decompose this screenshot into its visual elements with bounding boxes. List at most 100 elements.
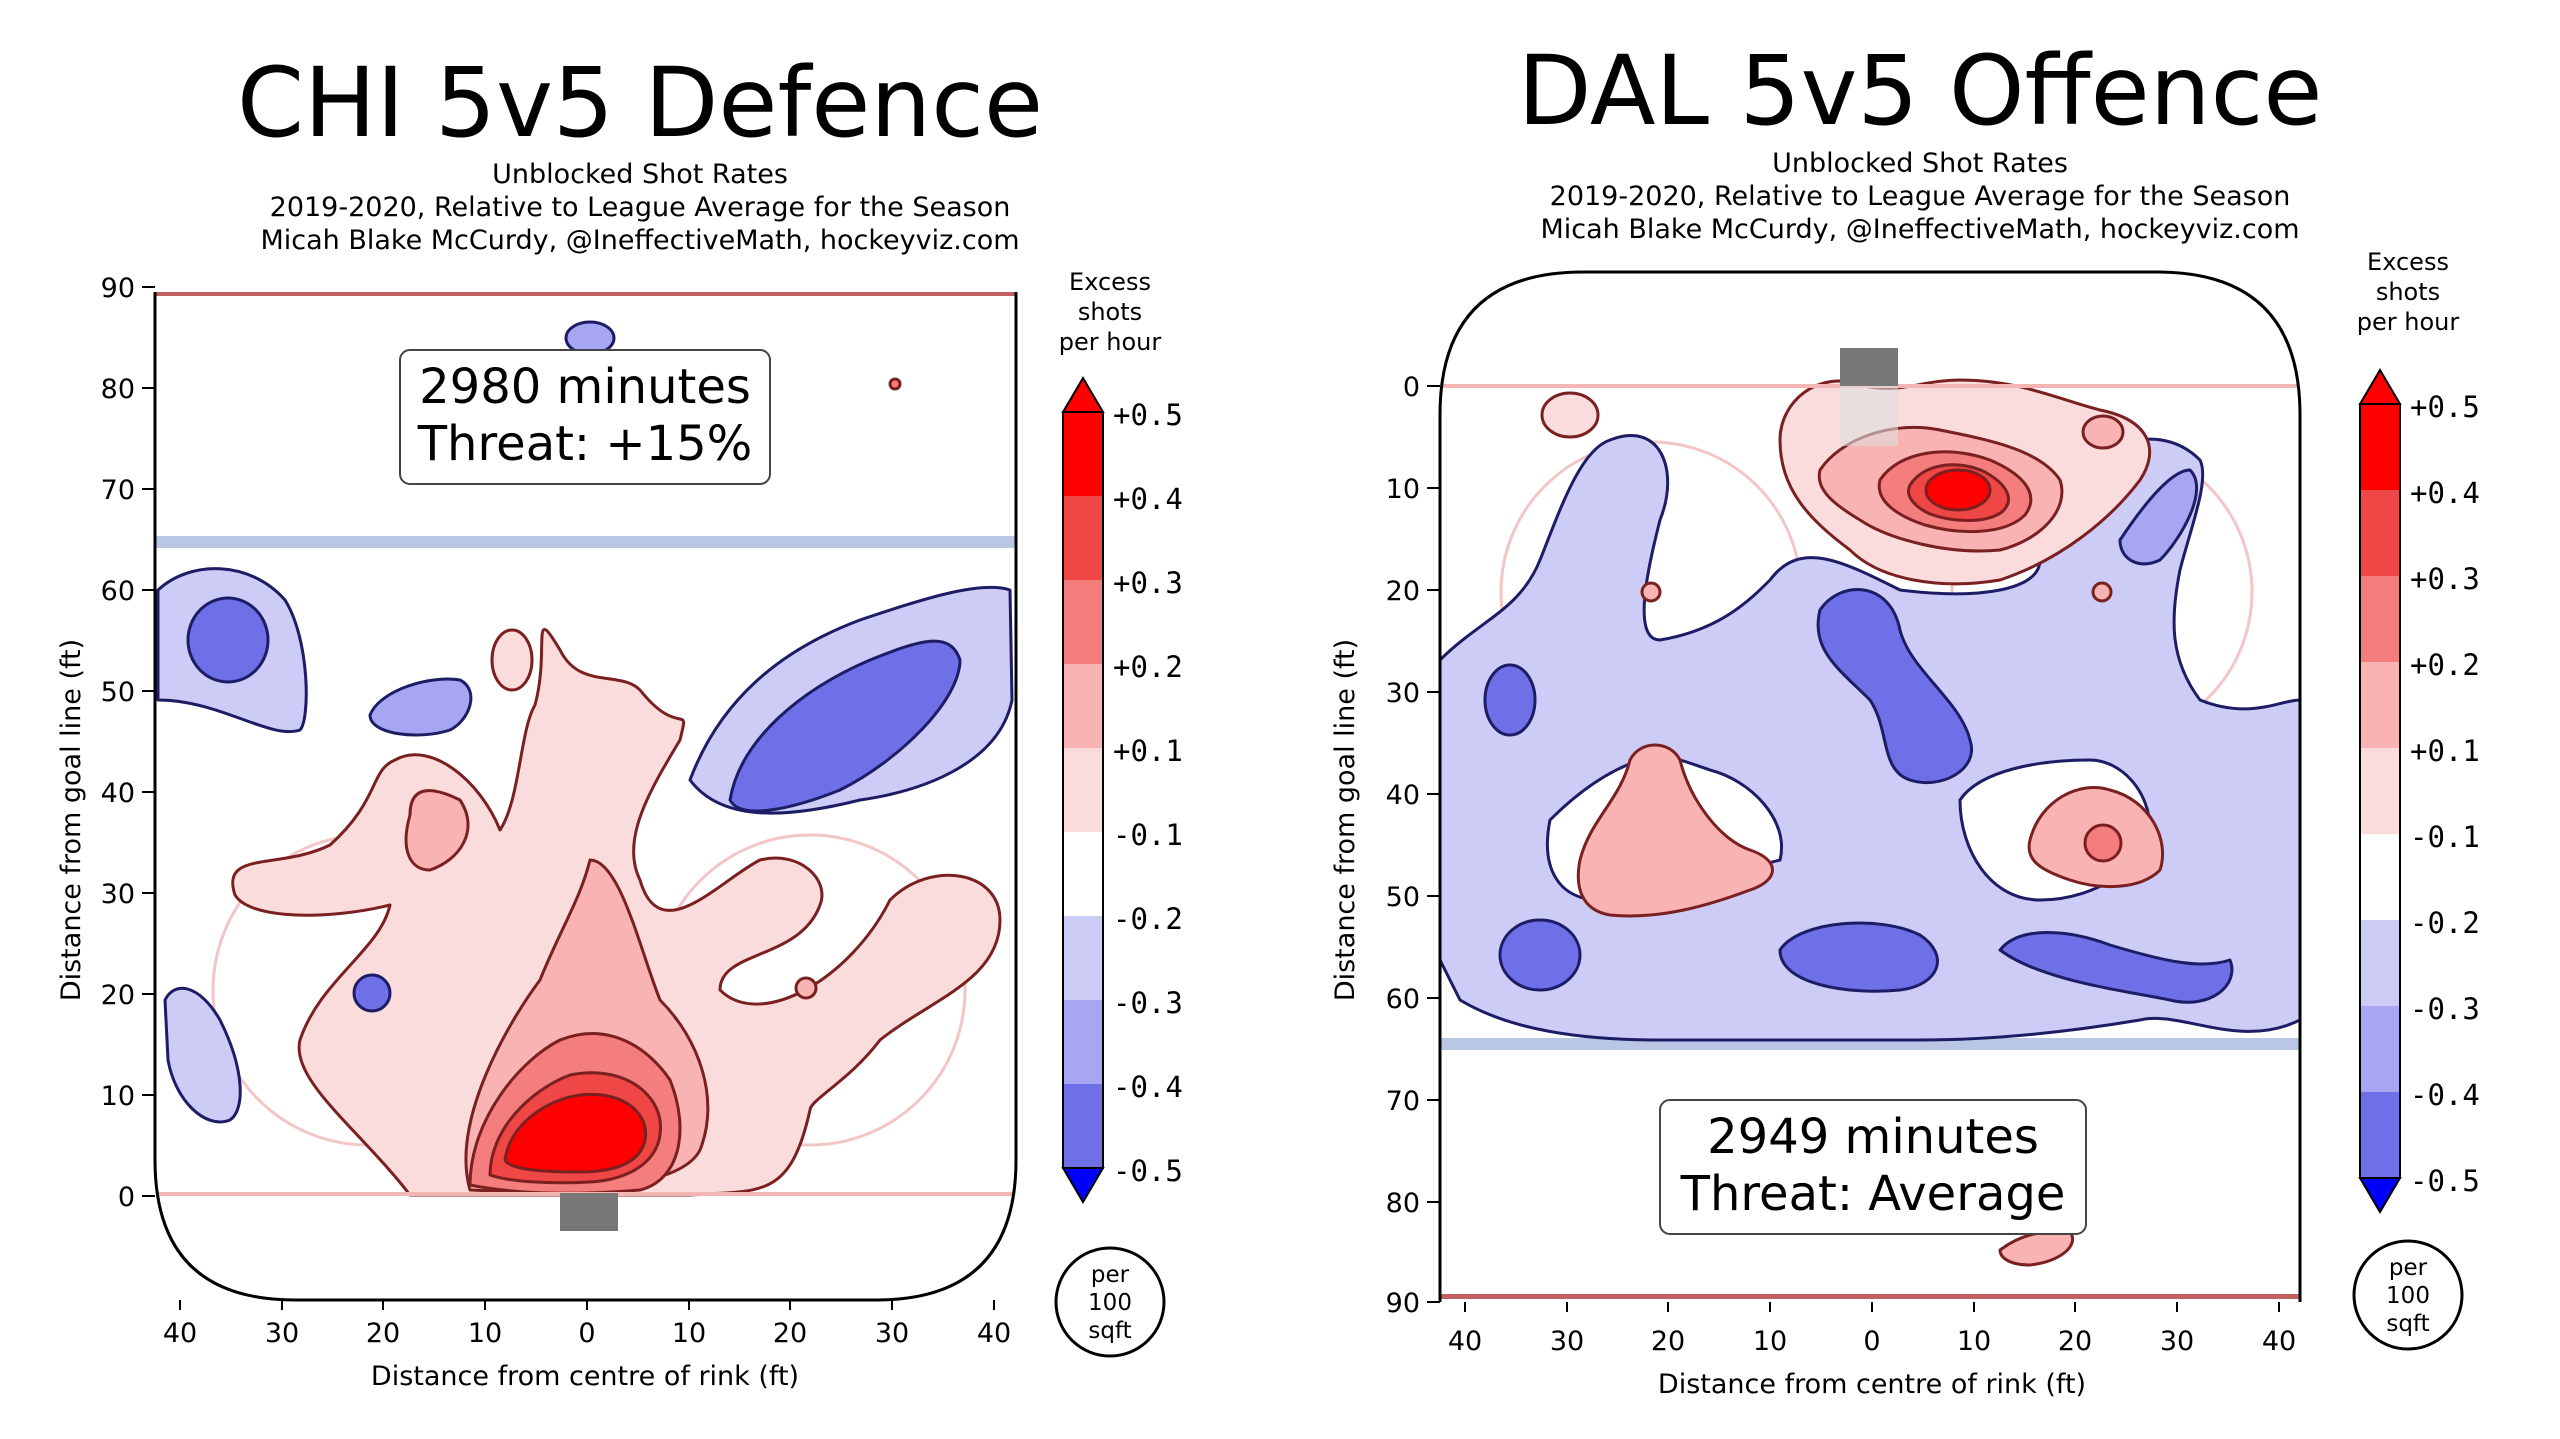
positive-contours [231, 377, 1002, 1197]
subtitle-line: Unblocked Shot Rates [1772, 148, 2068, 179]
subtitle-line: 2019-2020, Relative to League Average fo… [269, 192, 1011, 223]
subtitle-line: Micah Blake McCurdy, @IneffectiveMath, h… [260, 225, 1020, 256]
x-tick-label: 40 [2262, 1326, 2296, 1357]
goal-net [1840, 348, 1898, 386]
x-tick-label: 10 [672, 1318, 706, 1349]
minutes-label: 2980 minutes [419, 359, 751, 415]
x-tick-label: 0 [578, 1318, 595, 1349]
threat-label: Threat: +15% [417, 416, 753, 472]
colorbar-title: Excess [1069, 268, 1151, 296]
minutes-label: 2949 minutes [1707, 1109, 2039, 1165]
contour-negative-0.2 [2118, 468, 2198, 566]
contour-positive-0.1 [1540, 391, 1600, 439]
rink-boards [1438, 270, 2302, 1302]
end-line [155, 292, 1016, 296]
x-axis: 40 30 20 10 0 10 20 30 40 [1448, 1302, 2296, 1357]
contour-positive-0.2 [2091, 581, 2113, 603]
contour-positive-0.1 [490, 628, 534, 692]
x-tick-label: 20 [773, 1318, 807, 1349]
x-tick-label: 20 [2058, 1326, 2092, 1357]
y-tick-label: 70 [101, 475, 135, 506]
colorbar-title: per hour [2357, 308, 2460, 336]
contour-positive-0.3 [2083, 823, 2123, 863]
colorbar-tick: +0.2 [1113, 650, 1183, 684]
y-tick-label: 50 [1386, 882, 1420, 913]
y-axis: 90 80 70 60 50 40 30 20 10 0 [101, 273, 155, 1213]
y-axis-label: Distance from goal line (ft) [1330, 639, 1361, 1001]
chart-title: DAL 5v5 Offence [1517, 35, 2323, 147]
y-tick-label: 90 [1386, 1288, 1420, 1319]
x-axis: 40 30 20 10 0 10 20 30 40 [163, 1300, 1011, 1349]
colorbar-tick: -0.1 [2410, 820, 2480, 854]
colorbar-tick: -0.1 [1113, 818, 1183, 852]
x-axis-label: Distance from centre of rink (ft) [1658, 1369, 2086, 1400]
unit-badge [2352, 1239, 2464, 1351]
colorbar-tick: +0.1 [1113, 734, 1183, 768]
unit-badge-text: per [2389, 1255, 2428, 1281]
x-tick-label: 10 [1753, 1326, 1787, 1357]
chart-title: CHI 5v5 Defence [236, 47, 1044, 159]
contour-negative-0.3 [352, 973, 392, 1013]
rink-boards [153, 292, 1018, 1302]
contour-negative-0.3 [1778, 921, 1939, 993]
chart-panel-chi-defence: CHI 5v5 Defence Unblocked Shot Rates 201… [0, 47, 1280, 1392]
x-tick-label: 40 [977, 1318, 1011, 1349]
colorbar-title: Excess [2367, 248, 2449, 276]
x-tick-label: 30 [265, 1318, 299, 1349]
blue-line [155, 536, 1016, 548]
y-tick-label: 40 [1386, 780, 1420, 811]
chart-subtitle: Unblocked Shot Rates 2019-2020, Relative… [0, 158, 1280, 257]
x-axis-label: Distance from centre of rink (ft) [371, 1361, 799, 1392]
colorbar-title: shots [1078, 298, 1142, 326]
subtitle-line: Unblocked Shot Rates [492, 159, 788, 190]
colorbar-title: shots [2376, 278, 2440, 306]
x-tick-label: 0 [1863, 1326, 1880, 1357]
y-tick-label: 80 [101, 374, 135, 405]
y-axis: 0 10 20 30 40 50 60 70 80 90 [1386, 372, 1440, 1319]
goal-net [560, 1193, 618, 1231]
colorbar-tick: +0.1 [2410, 734, 2480, 768]
y-tick-label: 60 [101, 576, 135, 607]
y-tick-label: 40 [101, 778, 135, 809]
y-tick-label: 20 [1386, 576, 1420, 607]
contour-negative-0.3 [186, 596, 270, 684]
y-tick-label: 80 [1386, 1188, 1420, 1219]
y-tick-label: 10 [1386, 474, 1420, 505]
contour-negative-0.3 [728, 639, 962, 813]
contour-negative-0.1 [163, 986, 242, 1124]
y-tick-label: 60 [1386, 984, 1420, 1015]
y-tick-label: 0 [118, 1182, 135, 1213]
chart-subtitle: Unblocked Shot Rates 2019-2020, Relative… [1280, 147, 2560, 246]
threat-label: Threat: Average [1680, 1166, 2066, 1222]
contour-positive-0.2 [794, 976, 818, 1000]
y-tick-label: 30 [1386, 678, 1420, 709]
colorbar-tick: +0.5 [2410, 390, 2480, 424]
contour-positive-0.5 [1924, 468, 1992, 512]
unit-badge-text: per [1091, 1262, 1130, 1288]
contour-negative-0.3 [1483, 663, 1537, 737]
x-tick-label: 40 [163, 1318, 197, 1349]
colorbar-tick: -0.5 [2410, 1164, 2480, 1198]
x-tick-label: 20 [1651, 1326, 1685, 1357]
colorbar-tick: +0.3 [2410, 562, 2480, 596]
contour-negative-0.3 [1998, 931, 2234, 1004]
colorbar: Excess shots per hour +0.5 +0.4 +0.3 +0.… [2357, 248, 2480, 1214]
colorbar-tick: -0.4 [1113, 1070, 1183, 1104]
unit-badge-text: 100 [1088, 1290, 1132, 1316]
colorbar-tick: -0.4 [2410, 1078, 2480, 1112]
contour-positive-0.5 [503, 1092, 648, 1174]
x-tick-label: 30 [2160, 1326, 2194, 1357]
contour-positive-0.2 [2081, 414, 2125, 450]
negative-contours [156, 320, 1014, 1124]
colorbar-tick: +0.3 [1113, 566, 1183, 600]
colorbar-tick: -0.5 [1113, 1154, 1183, 1188]
colorbar-tick: +0.4 [2410, 476, 2480, 510]
x-tick-label: 40 [1448, 1326, 1482, 1357]
end-line [1440, 1294, 2300, 1299]
x-tick-label: 10 [1957, 1326, 1991, 1357]
y-tick-label: 0 [1403, 372, 1420, 403]
colorbar-tick: -0.2 [2410, 906, 2480, 940]
unit-badge-text: sqft [1088, 1318, 1131, 1344]
x-tick-label: 20 [366, 1318, 400, 1349]
unit-badge [1054, 1246, 1166, 1358]
